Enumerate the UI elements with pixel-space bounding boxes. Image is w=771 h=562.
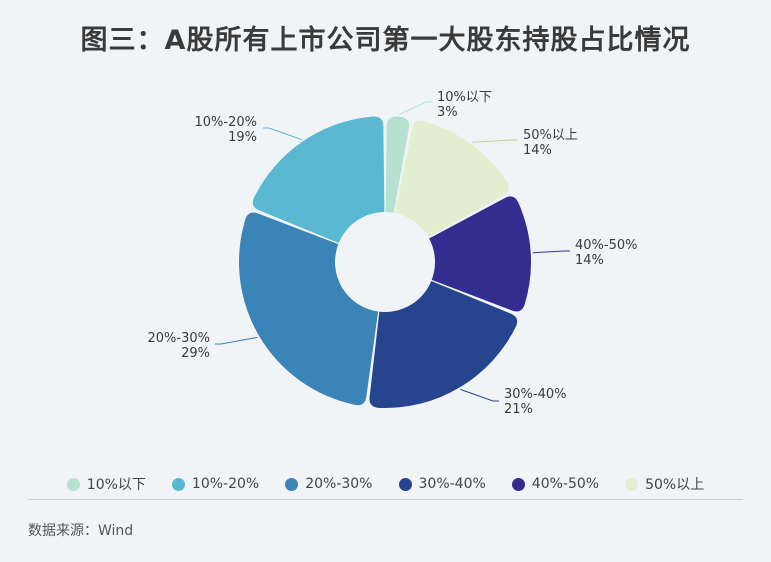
slice-name-label: 20%-30%	[148, 331, 210, 346]
legend-item-10%以下: 10%以下	[66, 474, 146, 494]
legend-item-10%-20%: 10%-20%	[171, 474, 260, 494]
slice-40%-50%	[429, 196, 531, 312]
label-group: 10%以下3%50%以上14%40%-50%14%30%-40%21%20%-3…	[148, 90, 638, 417]
slice-20%-30%	[238, 212, 379, 406]
source-note: 数据来源：Wind	[28, 523, 134, 539]
legend-label: 10%以下	[86, 477, 146, 493]
legend-item-30%-40%: 30%-40%	[398, 474, 486, 494]
legend-swatch	[171, 477, 185, 491]
legend-label: 30%-40%	[418, 476, 486, 492]
slice-10%以下	[385, 116, 410, 213]
divider	[28, 499, 743, 500]
slice-30%-40%	[369, 280, 518, 408]
legend-label: 40%-50%	[531, 476, 600, 492]
leader-line-10%-20%	[263, 127, 302, 141]
leader-line-40%-50%	[532, 250, 570, 254]
legend-swatch	[285, 477, 299, 491]
legend-label: 10%-20%	[191, 476, 260, 492]
legend: 10%以下 10%-20% 20%-30% 30%-40% 40%-50% 50%以上	[0, 474, 771, 494]
slice-value-label: 3%	[437, 105, 458, 120]
legend-swatch	[398, 477, 412, 491]
legend-item-50%以上: 50%以上	[625, 474, 704, 494]
slice-value-label: 14%	[523, 143, 552, 158]
slice-value-label: 14%	[575, 253, 604, 268]
legend-swatch	[66, 477, 80, 491]
leader-line-10%以下	[398, 101, 432, 116]
slice-name-label: 50%以上	[523, 128, 578, 143]
slice-name-label: 10%以下	[437, 90, 492, 105]
legend-label: 20%-30%	[305, 476, 373, 492]
legend-swatch	[511, 477, 525, 491]
slice-group	[238, 116, 531, 408]
legend-item-20%-30%: 20%-30%	[285, 474, 373, 494]
leader-line-50%以上	[471, 139, 518, 143]
slice-name-label: 10%-20%	[195, 115, 257, 130]
slice-name-label: 40%-50%	[575, 238, 637, 253]
donut-chart: 10%以下3%50%以上14%40%-50%14%30%-40%21%20%-3…	[148, 90, 638, 417]
legend-item-40%-50%: 40%-50%	[511, 474, 600, 494]
slice-10%-20%	[252, 116, 385, 244]
legend-swatch	[625, 477, 639, 491]
chart-title: 图三：A股所有上市公司第一大股东持股占比情况	[80, 25, 691, 56]
leader-line-30%-40%	[460, 388, 499, 402]
leader-line-20%-30%	[215, 336, 258, 345]
slice-50%以上	[394, 120, 509, 238]
legend-label: 50%以上	[645, 477, 705, 493]
slice-value-label: 29%	[181, 346, 210, 361]
slice-name-label: 30%-40%	[504, 387, 566, 402]
slice-value-label: 19%	[228, 130, 257, 145]
slice-value-label: 21%	[504, 402, 533, 417]
